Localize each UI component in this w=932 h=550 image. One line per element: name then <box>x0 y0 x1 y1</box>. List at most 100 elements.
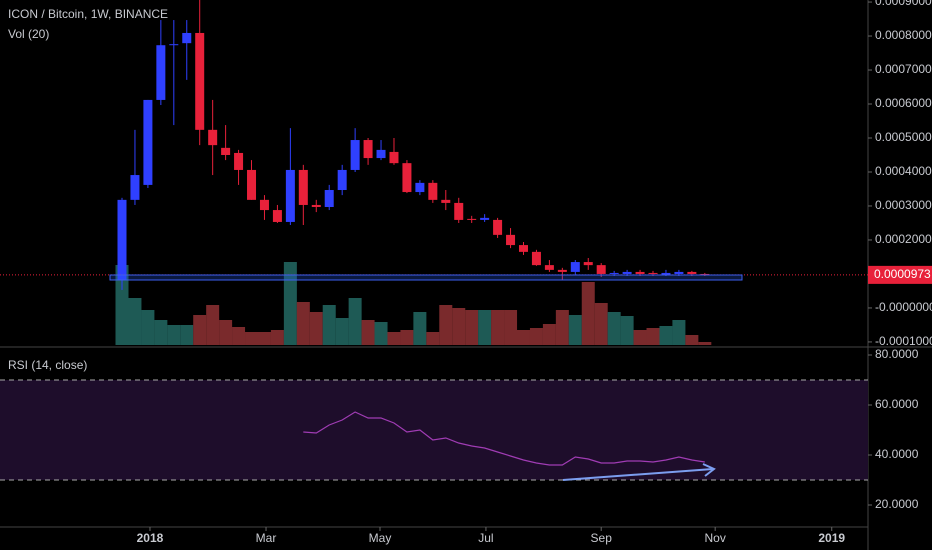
drawn-rectangle <box>109 274 743 281</box>
volume-bar <box>232 327 246 345</box>
volume-bar <box>270 330 284 345</box>
y-tick-label: 0.0008000 <box>875 28 932 42</box>
volume-bar <box>620 316 634 345</box>
volume-bar <box>581 282 595 345</box>
volume-bar <box>283 262 297 345</box>
candle-body <box>609 272 619 274</box>
rsi-title: RSI (14, close) <box>8 358 87 372</box>
y-tick-label: -0.0001000 <box>875 334 932 348</box>
volume-bar <box>413 312 427 345</box>
volume-bar <box>257 332 271 345</box>
candle-body <box>169 44 179 46</box>
volume-bar <box>465 310 479 345</box>
volume-bar <box>128 298 142 345</box>
volume-bar <box>361 320 375 345</box>
candle-body <box>130 175 140 200</box>
rsi-band <box>0 380 868 480</box>
volume-bar <box>607 312 621 345</box>
volume-bar <box>245 332 259 345</box>
candle-body <box>156 45 166 100</box>
x-tick-label: 2018 <box>137 531 164 545</box>
candle-body <box>324 190 334 207</box>
volume-bar <box>452 308 466 345</box>
candle-body <box>635 271 645 274</box>
candle-body <box>531 251 541 266</box>
volume-bar <box>387 332 401 345</box>
candle-body <box>350 140 360 170</box>
candle-body <box>298 169 308 205</box>
candle-body <box>583 262 593 266</box>
candle-body <box>221 147 231 155</box>
y-tick-label: 80.0000 <box>875 347 919 361</box>
volume-bar <box>555 310 569 345</box>
candle-body <box>506 234 516 246</box>
y-tick-label: 40.0000 <box>875 447 919 461</box>
candle-body <box>441 199 451 203</box>
volume-bar <box>659 326 673 345</box>
chart-title: ICON / Bitcoin, 1W, BINANCE <box>8 7 168 21</box>
volume-bar <box>672 320 686 345</box>
volume-bar <box>348 298 362 345</box>
candle-body <box>117 199 127 281</box>
y-tick-label: 0.0006000 <box>875 96 932 110</box>
y-tick-label: 0.0002000 <box>875 232 932 246</box>
volume-bar <box>193 315 207 345</box>
candle-body <box>648 272 658 274</box>
candle-body <box>700 273 710 275</box>
volume-bar <box>478 310 492 345</box>
y-tick-label: 0.0005000 <box>875 130 932 144</box>
volume-bar <box>633 330 647 345</box>
candle-body <box>311 204 321 207</box>
y-tick-label: 60.0000 <box>875 397 919 411</box>
y-tick-label: 20.0000 <box>875 497 919 511</box>
candle-body <box>687 271 697 274</box>
candle-body <box>480 217 490 220</box>
candle-body <box>363 140 373 159</box>
candle-body <box>195 32 205 130</box>
volume-bar <box>698 342 712 345</box>
candle-body <box>428 182 438 200</box>
candle-body <box>208 129 218 146</box>
candle-body <box>622 271 632 274</box>
candle-body <box>544 265 554 270</box>
drawn-trendline <box>562 468 714 481</box>
trendline-arrowhead <box>702 463 716 477</box>
candle-body <box>661 272 671 275</box>
volume-bar <box>646 328 660 345</box>
candle-body <box>143 99 153 185</box>
candle-body <box>557 269 567 272</box>
y-tick-label: 0.0009000 <box>875 0 932 8</box>
candle-body <box>247 169 257 200</box>
last-price-label: 0.0000973 <box>874 267 931 281</box>
candle-body <box>182 32 192 44</box>
volume-bar <box>374 322 388 345</box>
volume-bar <box>180 325 194 345</box>
volume-bar <box>439 305 453 345</box>
x-tick-label: 2019 <box>818 531 845 545</box>
volume-bar <box>296 302 310 345</box>
candle-body <box>259 199 269 211</box>
candle-body <box>570 262 580 272</box>
candle-body <box>402 163 412 193</box>
candle-body <box>467 218 477 220</box>
y-tick-label: 0.0004000 <box>875 164 932 178</box>
y-tick-label: 0.0007000 <box>875 62 932 76</box>
candle-body <box>493 219 503 235</box>
volume-bar <box>400 330 414 345</box>
candle-body <box>415 182 425 193</box>
candle-body <box>596 265 606 274</box>
rsi-line <box>303 411 705 466</box>
volume-bar <box>322 305 336 345</box>
candle-body <box>389 151 399 164</box>
x-tick-label: May <box>369 531 392 545</box>
candle-body <box>674 271 684 274</box>
volume-title: Vol (20) <box>8 27 49 41</box>
x-tick-label: Jul <box>478 531 493 545</box>
last-price-box <box>868 265 932 284</box>
candle-body <box>376 149 386 159</box>
x-tick-label: Nov <box>705 531 726 545</box>
volume-bar <box>516 330 530 345</box>
candle-body <box>272 210 282 222</box>
